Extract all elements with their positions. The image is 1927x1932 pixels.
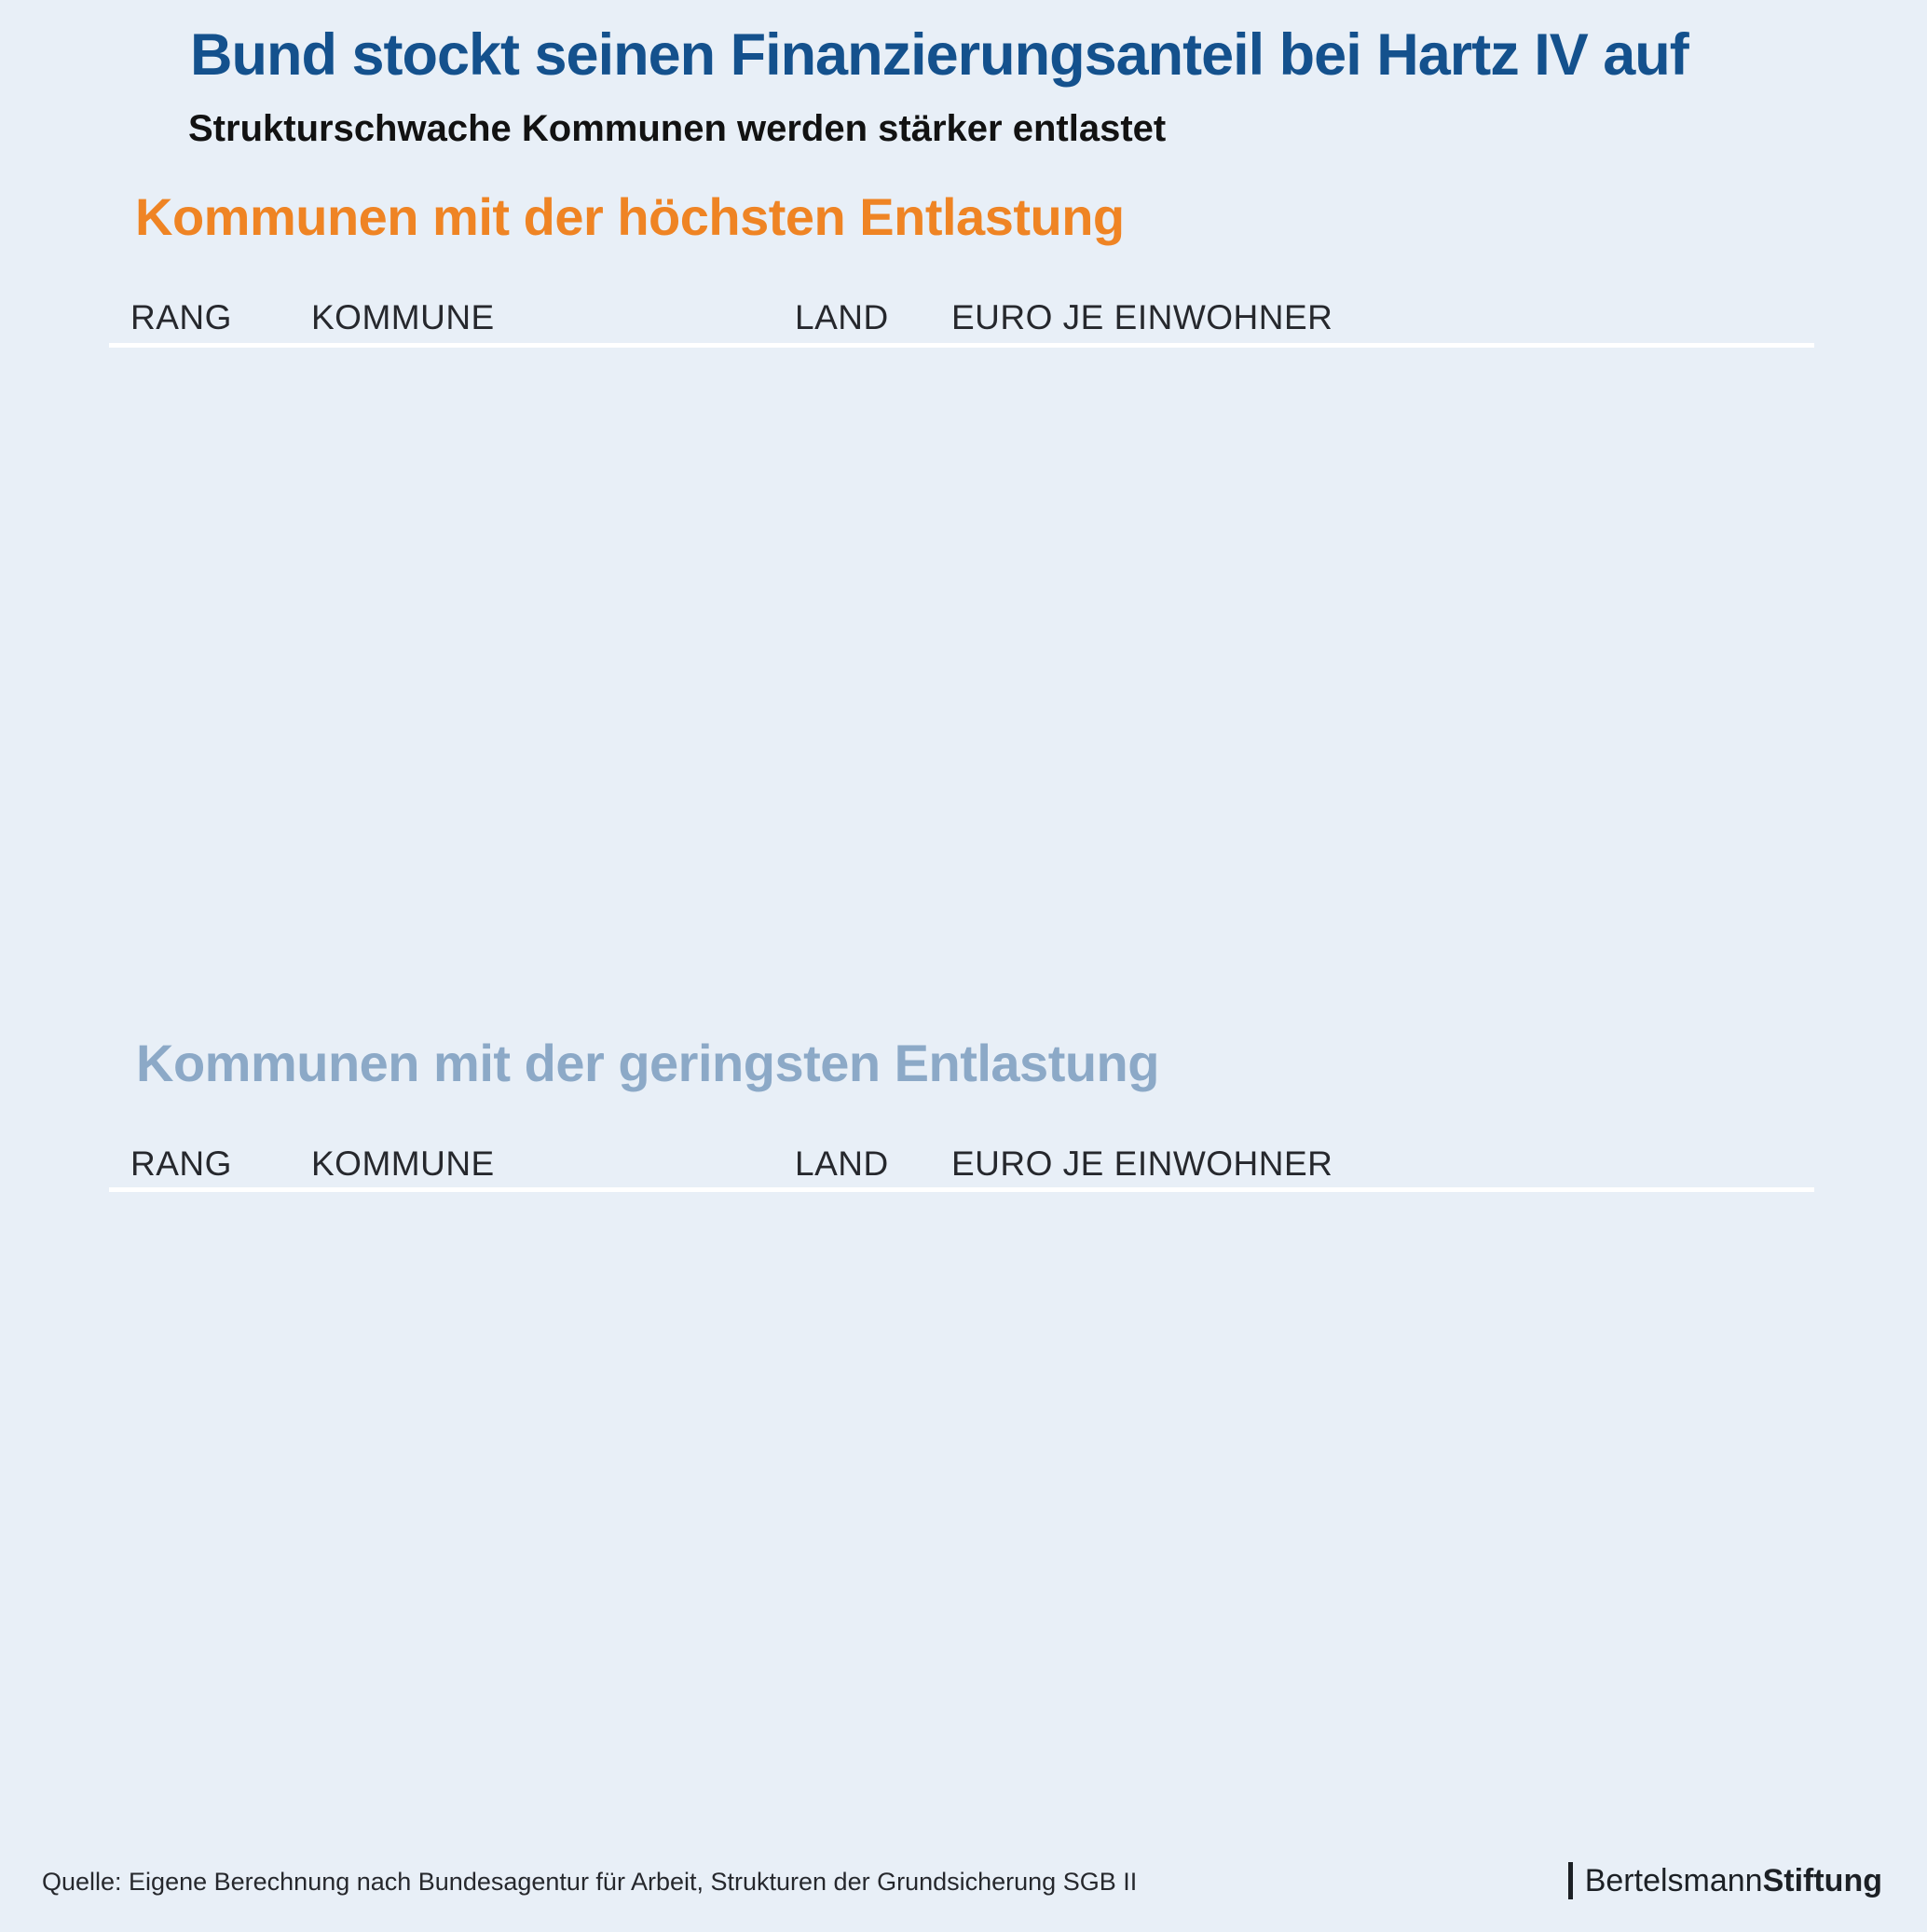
- table-header-lowest: RANG KOMMUNE LAND EURO JE EINWOHNER: [0, 1146, 1927, 1184]
- column-header-kommune: KOMMUNE: [311, 298, 495, 336]
- page-subtitle: Strukturschwache Kommunen werden stärker…: [188, 108, 1167, 149]
- column-header-rang: RANG: [130, 298, 232, 336]
- source-note: Quelle: Eigene Berechnung nach Bundesage…: [42, 1868, 1138, 1896]
- page-title: Bund stockt seinen Finanzierungsanteil b…: [190, 22, 1689, 88]
- brand-logo: BertelsmannStiftung: [1567, 1861, 1882, 1900]
- brand-name-regular: Bertelsmann: [1584, 1863, 1763, 1898]
- column-header-value: EURO JE EINWOHNER: [951, 298, 1333, 336]
- table-header-highest: RANG KOMMUNE LAND EURO JE EINWOHNER: [0, 300, 1927, 337]
- table-body-highest: [109, 367, 1814, 978]
- table-body-lowest: [109, 1212, 1814, 1822]
- header-separator: [109, 1187, 1814, 1192]
- column-header-land: LAND: [795, 1144, 889, 1183]
- column-header-kommune: KOMMUNE: [311, 1144, 495, 1183]
- section-heading-highest: Kommunen mit der höchsten Entlastung: [135, 187, 1125, 246]
- column-header-value: EURO JE EINWOHNER: [951, 1144, 1333, 1183]
- header-separator: [109, 343, 1814, 348]
- section-heading-lowest: Kommunen mit der geringsten Entlastung: [136, 1034, 1159, 1092]
- brand-name-bold: Stiftung: [1762, 1863, 1882, 1898]
- brand-bar-icon: [1567, 1862, 1573, 1899]
- brand-name: BertelsmannStiftung: [1585, 1865, 1882, 1897]
- column-header-land: LAND: [795, 298, 889, 336]
- column-header-rang: RANG: [130, 1144, 232, 1183]
